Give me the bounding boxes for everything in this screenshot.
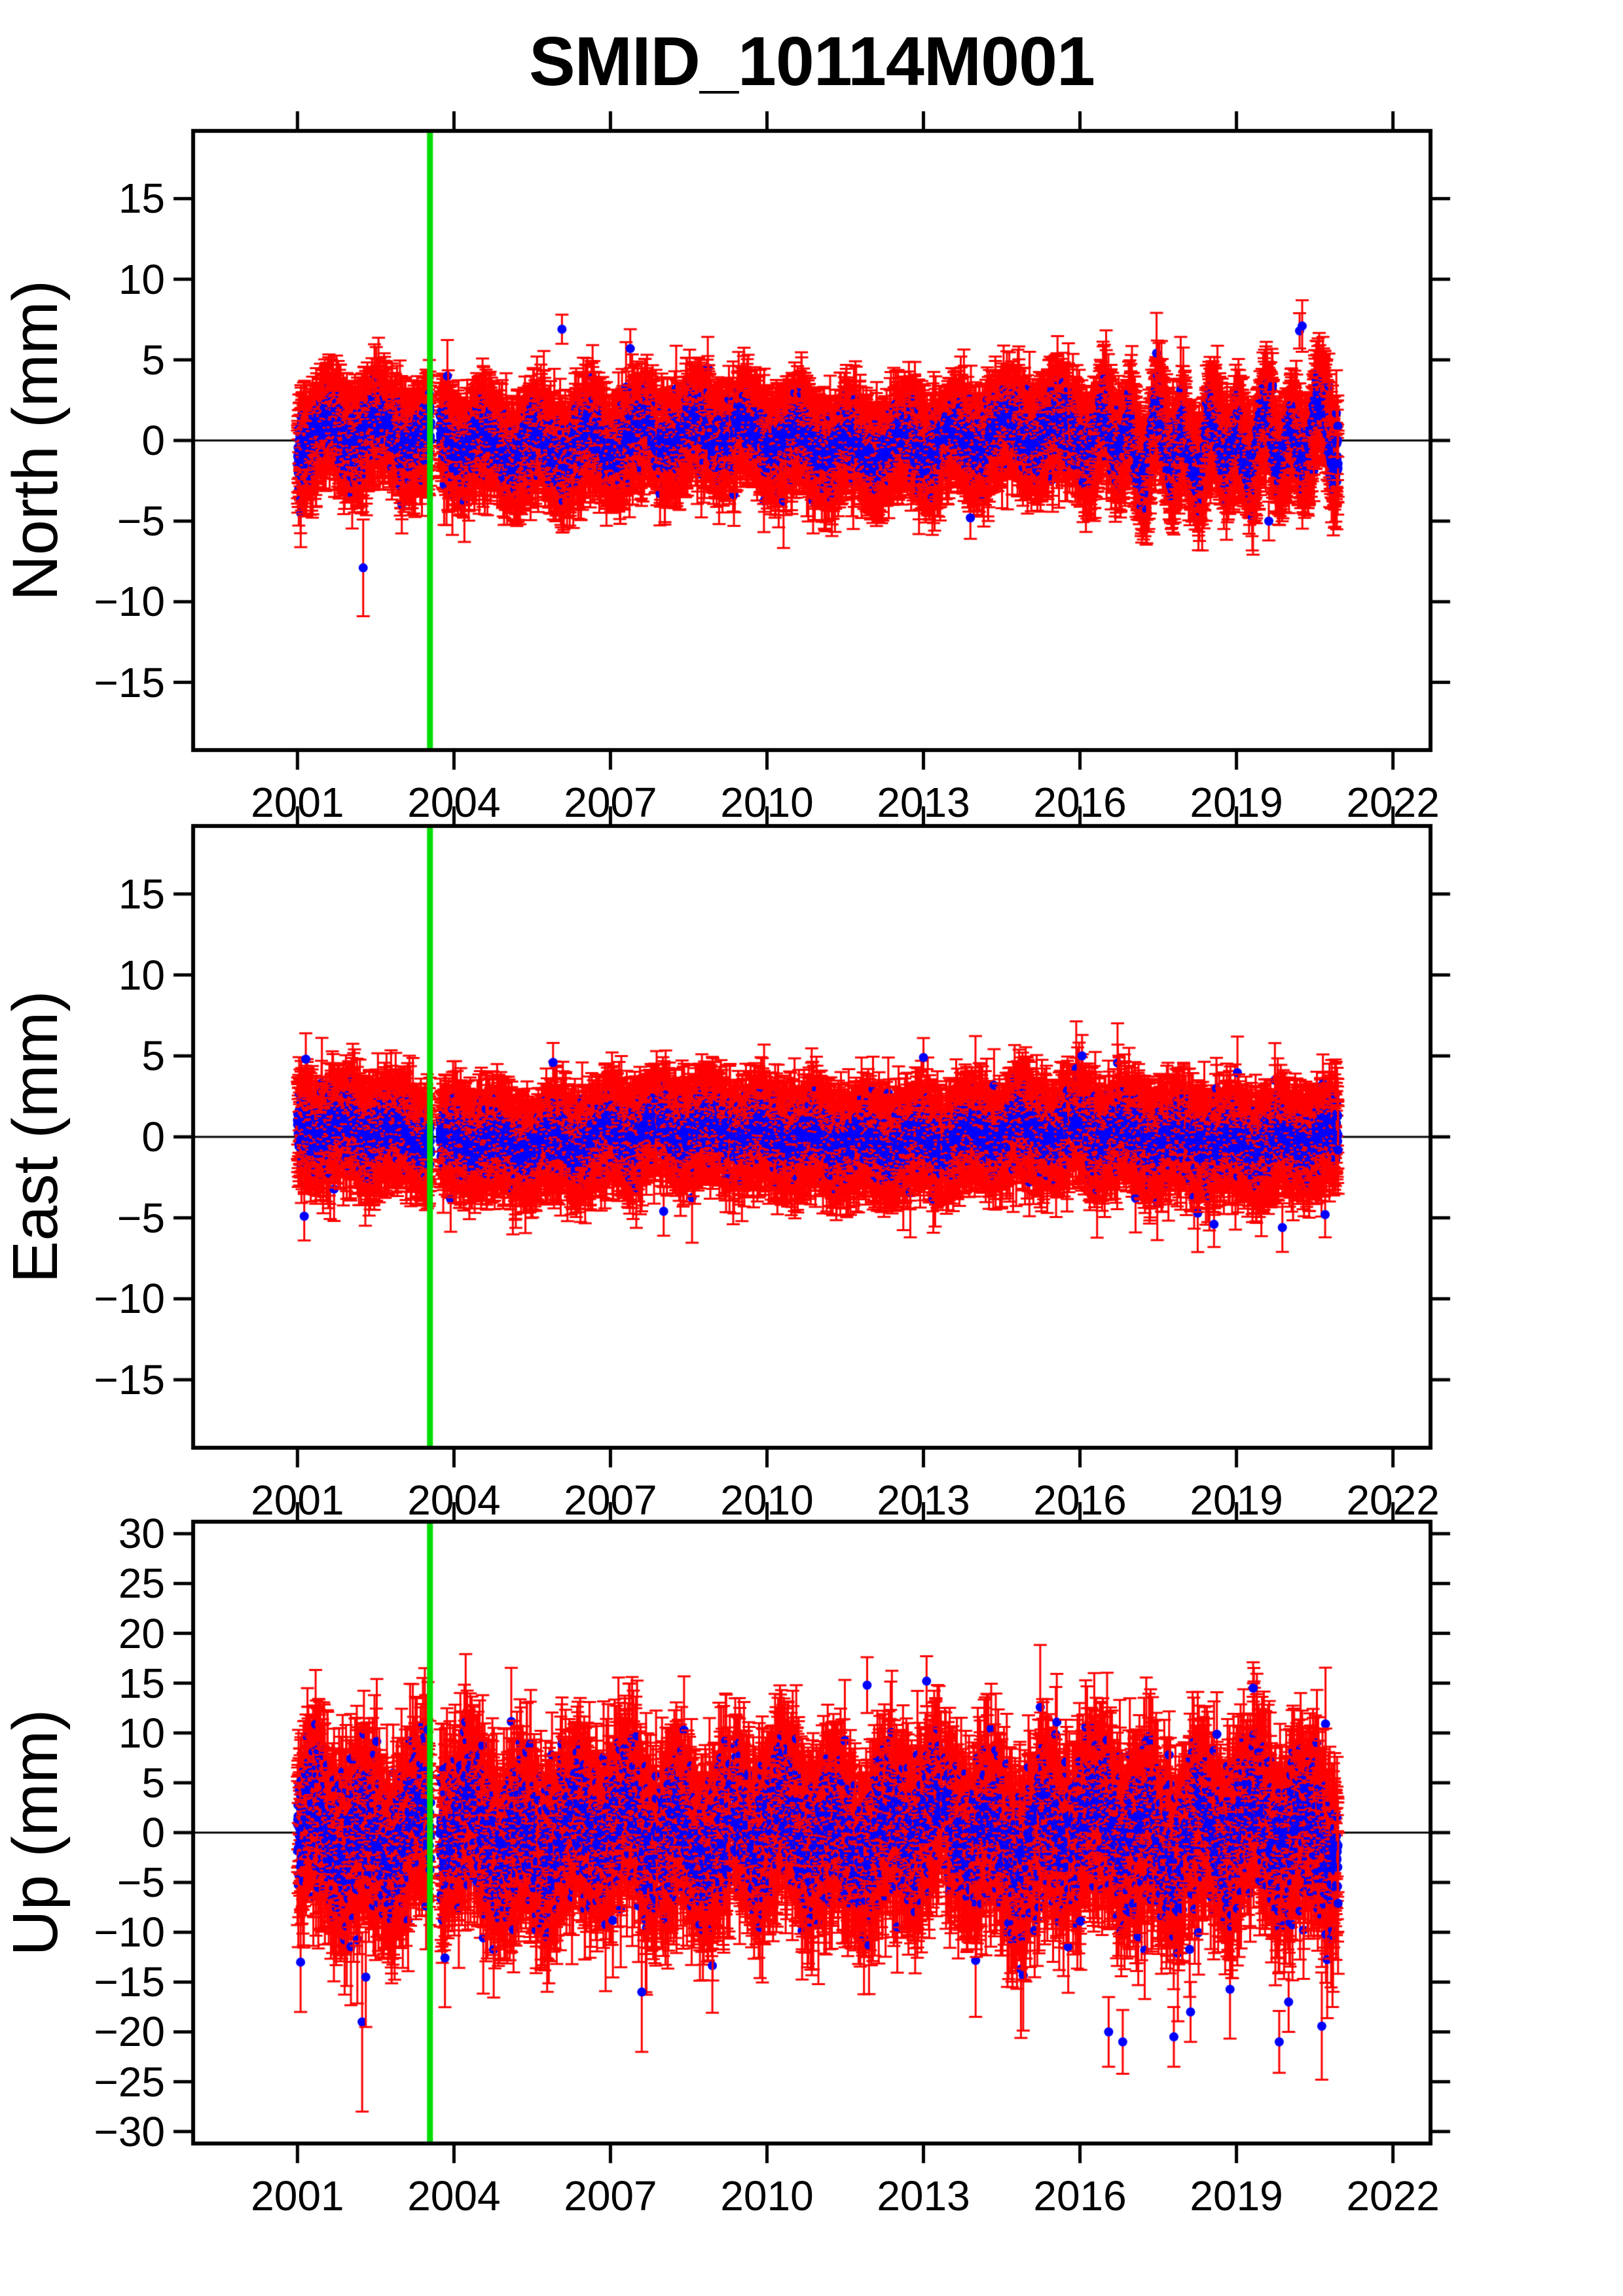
x-tick-label: 2001 <box>251 1477 344 1524</box>
y-tick-label: −15 <box>94 1356 165 1404</box>
x-tick-label: 2010 <box>720 1477 814 1524</box>
y-tick-label: 20 <box>118 1609 165 1657</box>
y-tick-label: −10 <box>94 1275 165 1323</box>
y-tick-label: 10 <box>118 255 165 303</box>
y-tick-label: 30 <box>118 1510 165 1558</box>
y-tick-label: 5 <box>141 1032 165 1080</box>
y-tick-label: −15 <box>94 658 165 706</box>
y-tick-label: 10 <box>118 951 165 999</box>
y-tick-label: 0 <box>141 417 165 464</box>
y-tick-label: 15 <box>118 1659 165 1707</box>
y-tick-label: −5 <box>117 1194 165 1242</box>
y-tick-label: 15 <box>118 870 165 918</box>
x-tick-label: 2010 <box>720 2172 814 2219</box>
x-tick-label: 2001 <box>251 779 344 826</box>
x-tick-label: 2007 <box>564 2172 657 2219</box>
y-tick-label: 25 <box>118 1560 165 1607</box>
x-tick-label: 2016 <box>1033 1477 1127 1524</box>
x-tick-label: 2004 <box>407 1477 501 1524</box>
x-tick-label: 2001 <box>251 2172 344 2219</box>
y-tick-label: −5 <box>117 1859 165 1907</box>
y-tick-label: 5 <box>141 1759 165 1806</box>
x-tick-label: 2019 <box>1190 779 1283 826</box>
x-tick-label: 2019 <box>1190 1477 1283 1524</box>
x-tick-label: 2016 <box>1033 2172 1127 2219</box>
station-title: SMID_10114M001 <box>528 23 1095 100</box>
x-tick-label: 2016 <box>1033 779 1127 826</box>
y-tick-label: −15 <box>94 1958 165 2006</box>
y-tick-label: −25 <box>94 2058 165 2106</box>
y-tick-label: 0 <box>141 1113 165 1160</box>
y-tick-label: 5 <box>141 336 165 384</box>
x-tick-label: 2022 <box>1346 779 1440 826</box>
y-tick-label: −20 <box>94 2008 165 2056</box>
x-tick-label: 2010 <box>720 779 814 826</box>
y-tick-label: −10 <box>94 578 165 626</box>
y-tick-label: −30 <box>94 2108 165 2155</box>
x-tick-label: 2013 <box>877 2172 970 2219</box>
y-tick-label: −5 <box>117 497 165 545</box>
y-tick-label: 10 <box>118 1709 165 1757</box>
y-tick-label: −10 <box>94 1909 165 1956</box>
x-tick-label: 2004 <box>407 2172 501 2219</box>
y-tick-label: 15 <box>118 175 165 223</box>
x-tick-label: 2004 <box>407 779 501 826</box>
x-tick-label: 2007 <box>564 1477 657 1524</box>
x-tick-label: 2013 <box>877 1477 970 1524</box>
x-tick-label: 2022 <box>1346 2172 1440 2219</box>
x-tick-label: 2019 <box>1190 2172 1283 2219</box>
y-tick-label: 0 <box>141 1809 165 1856</box>
x-tick-label: 2022 <box>1346 1477 1440 1524</box>
x-tick-label: 2013 <box>877 779 970 826</box>
x-tick-label: 2007 <box>564 779 657 826</box>
